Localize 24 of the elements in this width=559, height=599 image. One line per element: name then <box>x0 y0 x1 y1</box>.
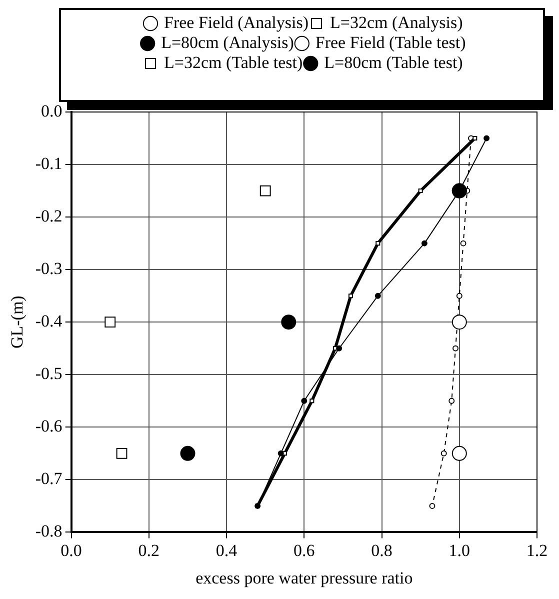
x-tick-label: 0.4 <box>216 540 238 560</box>
y-tick-label: -0.2 <box>35 206 62 226</box>
y-tick-label: 0.0 <box>41 101 62 120</box>
y-tick-label: -0.4 <box>35 312 63 331</box>
legend-label: Free Field (Analysis) <box>164 12 308 32</box>
y-tick-label: -0.1 <box>35 154 62 173</box>
x-tick-label: 0.2 <box>138 540 160 560</box>
x-tick-label: 0.8 <box>371 540 392 560</box>
x-tick-label: 0.6 <box>294 540 315 560</box>
x-tick-label: 1.0 <box>448 540 470 560</box>
y-tick-label: -0.6 <box>35 416 62 436</box>
y-tick-label: -0.7 <box>35 469 63 488</box>
y-axis-title: GL-(m) <box>8 296 27 349</box>
x-tick-label: 1.2 <box>526 540 548 560</box>
legend-label: L=32cm (Table test) <box>164 52 303 72</box>
legend-label: L=80cm (Table test) <box>324 52 463 72</box>
legend-label: L=80cm (Analysis) <box>161 32 294 52</box>
x-tick-label: 0.0 <box>60 540 82 560</box>
legend-label: L=32cm (Analysis) <box>330 12 463 32</box>
y-tick-label: -0.3 <box>35 259 62 278</box>
y-tick-label: -0.5 <box>35 364 62 384</box>
x-axis-title: excess pore water pressure ratio <box>196 568 413 588</box>
y-tick-label: -0.8 <box>35 522 62 541</box>
legend-label: Free Field (Table test) <box>315 32 466 52</box>
